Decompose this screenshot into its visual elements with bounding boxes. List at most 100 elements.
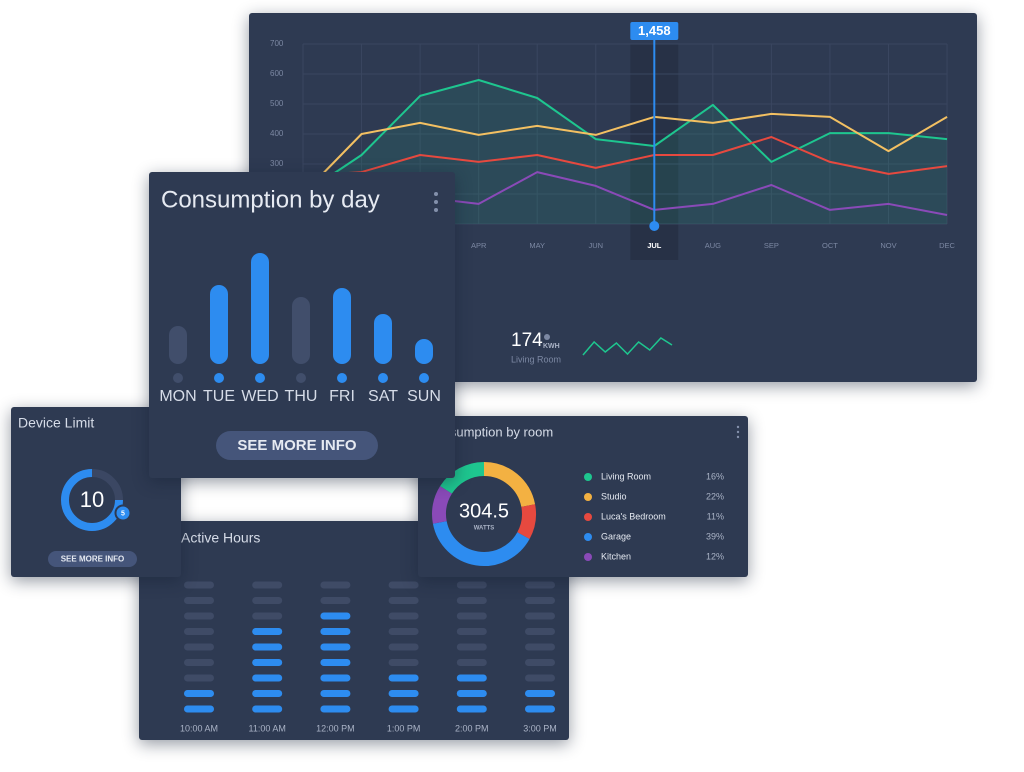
active-column <box>456 674 487 713</box>
x-tick-label: 1:00 PM <box>387 723 421 733</box>
day-dot <box>296 373 306 383</box>
slot <box>525 674 555 682</box>
bar <box>210 285 228 364</box>
legend-value: 12% <box>706 551 724 561</box>
day-chart: Consumption by day SEE MORE INFO MON TUE W… <box>159 186 441 460</box>
slot <box>388 643 419 651</box>
menu-icon[interactable] <box>434 192 438 212</box>
center-value: 304.5 <box>459 500 509 522</box>
sparkline <box>582 337 673 356</box>
day-dot <box>378 373 388 383</box>
slot <box>184 581 214 589</box>
slot <box>388 597 419 604</box>
x-tick-label: JUL <box>647 241 662 250</box>
device-chart: Device Limit 10 5 SEE MORE INFO <box>18 415 137 567</box>
legend-label: Luca's Bedroom <box>601 511 666 521</box>
bar <box>251 253 269 364</box>
donut-segment <box>432 520 530 566</box>
legend-label: Garage <box>601 531 631 541</box>
day-dot <box>173 373 183 383</box>
day-dot <box>419 373 429 383</box>
button-bg <box>48 551 137 567</box>
active-slot <box>525 705 555 713</box>
legend-label: Studio <box>601 491 627 501</box>
x-tick-label: NOV <box>880 241 896 250</box>
center-unit: WATTS <box>474 526 495 532</box>
active-slot <box>320 690 351 697</box>
y-tick-label: 600 <box>270 69 284 78</box>
x-tick-label: MON <box>159 388 196 405</box>
bar <box>415 339 433 364</box>
summary-unit: KWH <box>543 343 560 350</box>
slot <box>388 612 419 620</box>
active-slot <box>456 705 487 713</box>
active-slot <box>252 674 283 682</box>
bar <box>169 326 187 364</box>
active-slot <box>456 690 487 697</box>
see-more-button[interactable]: SEE MORE INFO <box>216 431 378 460</box>
x-tick-label: 11:00 AM <box>249 723 286 733</box>
active-slot <box>320 643 351 651</box>
slot <box>184 643 214 651</box>
legend-value: 16% <box>706 471 724 481</box>
active-hours-card: Active Hours 10:00 AM 11:00 AM 12:00 PM 1:0… <box>139 521 569 740</box>
x-tick-label: AUG <box>705 241 721 250</box>
bar <box>374 314 392 364</box>
y-tick-label: 300 <box>270 159 284 168</box>
annotation-box <box>630 22 679 40</box>
y-tick-label: 400 <box>270 129 284 138</box>
day-card: Consumption by day SEE MORE INFO MON TUE W… <box>149 172 455 478</box>
room-chart: Consumption by room Living Room 16% Studio… <box>426 424 740 566</box>
slot <box>252 597 283 604</box>
slot <box>388 581 419 589</box>
active-column <box>252 628 283 713</box>
active-slot <box>252 690 283 697</box>
x-tick-label: SUN <box>407 388 441 405</box>
day-dot <box>255 373 265 383</box>
active-slot <box>320 705 351 713</box>
room-card: Consumption by room Living Room 16% Studio… <box>418 416 748 577</box>
menu-icon[interactable] <box>736 425 740 439</box>
area <box>303 80 948 224</box>
line <box>302 136 948 177</box>
see-more-button[interactable]: SEE MORE INFO <box>48 551 137 567</box>
day-dot <box>337 373 347 383</box>
slot <box>525 597 555 604</box>
active-slot <box>388 690 419 697</box>
active-slot <box>525 690 555 697</box>
card-title: Active Hours <box>181 530 260 546</box>
x-tick-label: 2:00 PM <box>455 723 489 733</box>
x-tick-label: SAT <box>368 388 398 405</box>
donut-segment <box>483 462 536 508</box>
active-column <box>184 690 214 713</box>
legend-value: 22% <box>706 491 724 501</box>
x-tick-label: 3:00 PM <box>523 723 557 733</box>
slot <box>388 628 419 635</box>
summary-dot <box>544 334 550 340</box>
annotation-label: 1,458 <box>638 23 671 38</box>
x-tick-label: 12:00 PM <box>316 723 355 733</box>
x-tick-label: MAY <box>529 241 545 250</box>
x-tick-label: OCT <box>822 241 838 250</box>
x-tick-label: FRI <box>329 388 355 405</box>
slot <box>525 659 555 666</box>
bar <box>292 297 310 364</box>
bar <box>333 288 351 364</box>
button-bg <box>216 431 378 460</box>
slot <box>184 628 214 635</box>
legend-dot <box>584 473 592 481</box>
donut-segment <box>440 462 485 494</box>
active-slot <box>388 705 419 713</box>
slot <box>525 581 555 589</box>
slot <box>184 674 214 682</box>
x-tick-label: APR <box>471 241 487 250</box>
active-column <box>525 690 555 713</box>
slot <box>456 628 487 635</box>
slot <box>252 612 283 620</box>
legend-dot <box>584 493 592 501</box>
x-tick-label: THU <box>285 388 318 405</box>
y-tick-label: 500 <box>270 99 284 108</box>
active-slot <box>252 643 283 651</box>
active-hours-chart: Active Hours 10:00 AM 11:00 AM 12:00 PM 1:0… <box>180 530 557 734</box>
